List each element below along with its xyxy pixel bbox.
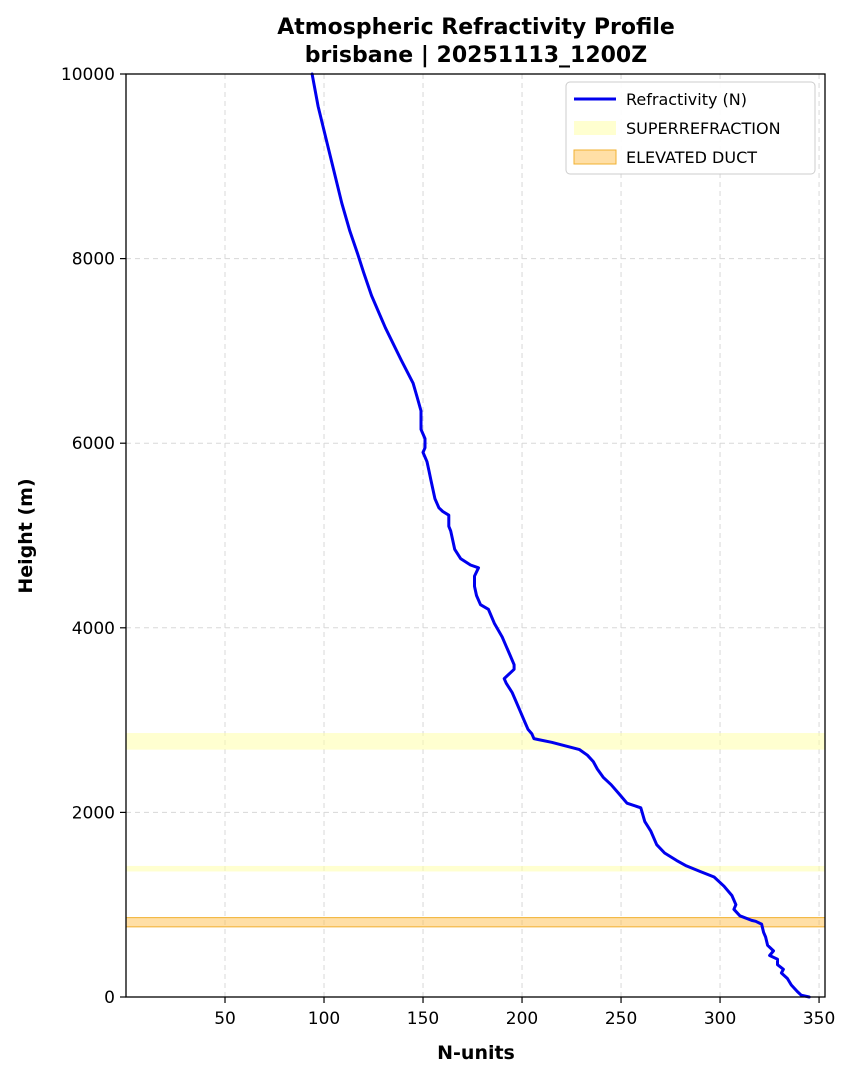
x-tick-label: 200 [506,1009,538,1029]
x-tick-label: 300 [704,1009,736,1029]
legend-label: ELEVATED DUCT [626,148,757,167]
y-tick-label: 6000 [72,434,115,454]
series-line-refractivity [310,72,811,999]
grid-lines [126,73,825,998]
y-axis-label: Height (m) [15,478,37,593]
y-tick-label: 8000 [72,250,115,270]
x-axis-label: N-units [437,1042,515,1064]
legend: Refractivity (N) SUPERREFRACTION ELEVATED … [565,81,816,175]
legend-label: SUPERREFRACTION [626,119,781,138]
legend-box [565,81,816,175]
y-axis-ticks: 0 2000 4000 6000 8000 10000 [61,65,126,1008]
legend-patch-swatch [574,121,616,135]
y-tick-label: 2000 [72,803,115,823]
legend-patch-swatch [573,149,617,165]
series-lines [310,72,811,999]
band-superrefraction [126,733,825,750]
y-tick-label: 4000 [72,619,115,639]
x-tick-label: 100 [308,1009,340,1029]
legend-label: Refractivity (N) [626,90,747,109]
plot-frame [125,73,826,998]
x-tick-label: 50 [214,1009,236,1029]
band-elevated-duct [125,917,826,928]
x-axis-ticks: 50 100 150 200 250 300 350 [214,997,835,1029]
band-superrefraction [126,865,825,872]
x-tick-label: 150 [407,1009,439,1029]
chart-title: Atmospheric Refractivity Profile [277,15,675,40]
x-tick-label: 250 [605,1009,637,1029]
x-tick-label: 350 [803,1009,835,1029]
y-tick-label: 10000 [61,65,115,85]
chart-subtitle: brisbane | 20251113_1200Z [305,43,647,68]
y-tick-label: 0 [104,988,115,1008]
